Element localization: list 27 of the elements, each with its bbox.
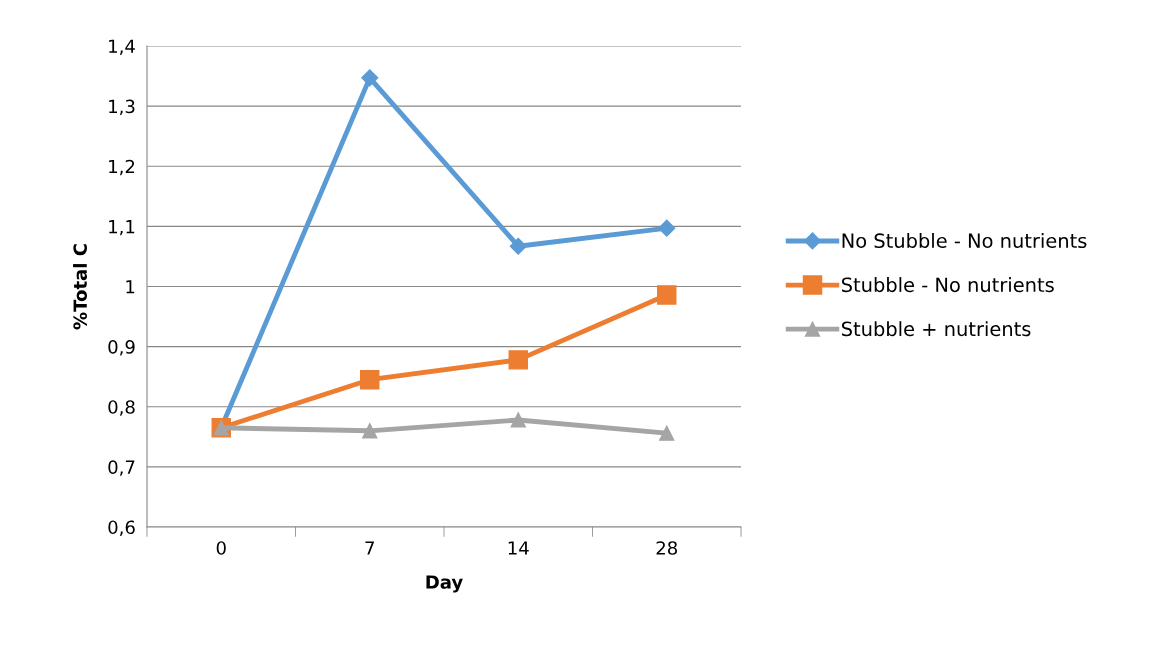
y-tick-label: 1 xyxy=(126,280,135,294)
x-tick-label: 14 xyxy=(508,541,529,555)
y-tick-label: 0,7 xyxy=(108,460,135,476)
point xyxy=(508,350,528,370)
y-tick-label: 1,3 xyxy=(109,99,135,116)
point xyxy=(362,423,378,439)
x-tick-label: 7 xyxy=(365,541,374,555)
x-tick-label: 0 xyxy=(216,541,226,555)
y-tick-label: 0,8 xyxy=(108,400,135,416)
point xyxy=(657,285,677,305)
legend-label: Stubble - No nutrients xyxy=(841,277,1054,293)
point xyxy=(658,219,676,237)
y-axis-title: %Total C xyxy=(73,244,88,330)
y-tick-label: 0,6 xyxy=(108,520,135,536)
y-tick-label: 0,9 xyxy=(108,340,135,356)
point xyxy=(659,425,675,441)
point xyxy=(360,369,380,390)
x-axis-title: Day xyxy=(426,575,463,593)
point xyxy=(361,69,379,87)
legend-label: No Stubble - No nutrients xyxy=(842,232,1087,249)
point xyxy=(509,237,527,255)
x-tick-label: 28 xyxy=(656,541,677,555)
point xyxy=(510,412,526,428)
y-tick-label: 1,4 xyxy=(109,39,135,55)
y-tick-label: 1,1 xyxy=(109,220,135,236)
legend-label: Stubble + nutrients xyxy=(841,321,1031,337)
y-tick-label: 1,2 xyxy=(109,159,135,176)
